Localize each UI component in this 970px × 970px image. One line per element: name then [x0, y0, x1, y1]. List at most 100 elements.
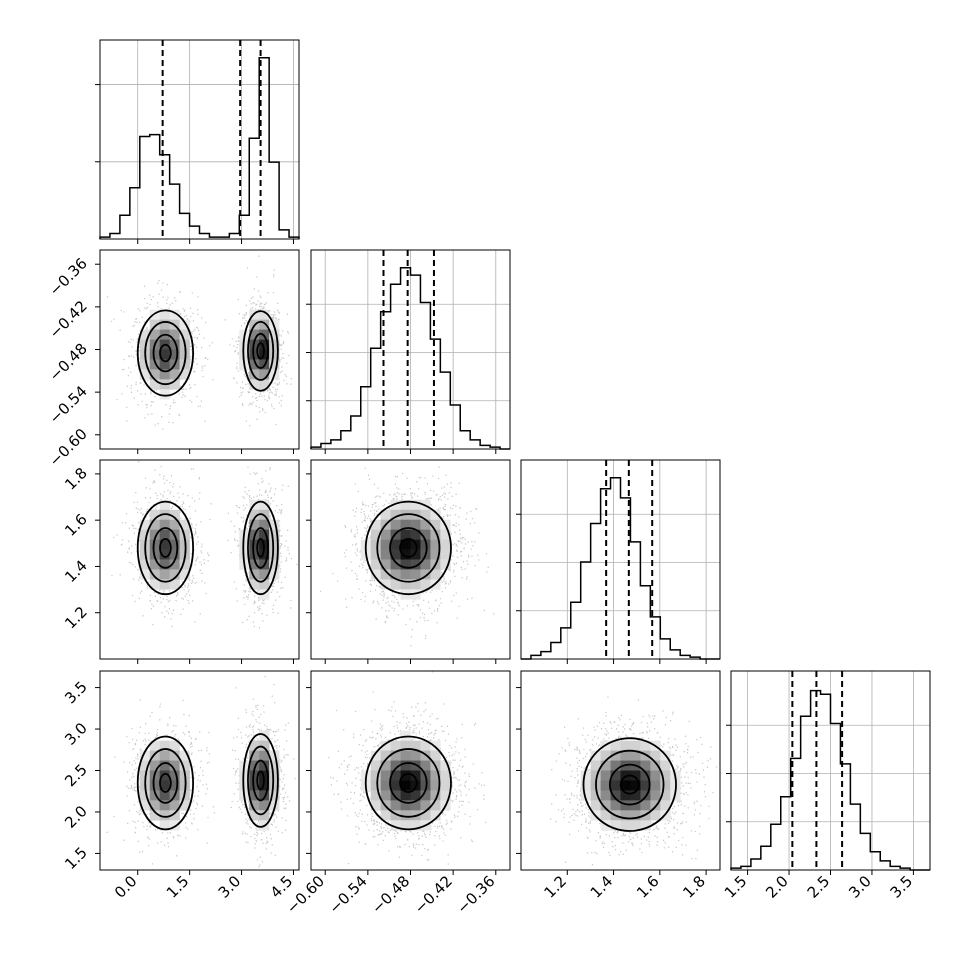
density-cell	[259, 529, 270, 540]
density-cell	[179, 369, 190, 380]
density-cell	[640, 740, 651, 751]
density-cell	[249, 770, 260, 781]
density-cell	[149, 810, 160, 821]
histogram-series	[310, 267, 510, 450]
y-tick-label: −0.36	[46, 254, 91, 299]
density-cell	[420, 760, 431, 771]
density-cell	[259, 810, 270, 821]
density-cell	[249, 810, 260, 821]
density-cell	[259, 579, 270, 590]
density-cell	[410, 499, 421, 511]
density-cell	[430, 770, 441, 781]
density-cell	[149, 509, 160, 520]
density-cell	[410, 760, 421, 771]
density-cell	[259, 780, 270, 791]
density-cell	[650, 750, 661, 761]
density-cell	[610, 790, 621, 801]
contour-line	[152, 527, 179, 569]
density-cell	[159, 539, 170, 550]
density-cell	[139, 359, 151, 370]
density-cell	[380, 549, 391, 560]
density-cell	[370, 750, 381, 761]
density-cell	[179, 519, 190, 530]
density-cell	[380, 529, 391, 540]
density-cell	[249, 519, 260, 530]
density-cell	[159, 359, 170, 370]
contour-line	[152, 762, 179, 804]
density-cell	[169, 349, 180, 360]
panel-frame	[99, 459, 300, 660]
density-cell	[420, 810, 431, 821]
contour-line	[252, 332, 269, 369]
panel-frame	[99, 39, 300, 240]
scatter-panel-0-1	[95, 249, 300, 454]
density-cell	[249, 369, 260, 380]
density-cell	[590, 750, 601, 761]
density-cell	[259, 740, 270, 751]
density-cell	[400, 790, 411, 801]
density-cell	[430, 810, 441, 821]
density-cell	[159, 579, 170, 590]
density-cell	[590, 770, 601, 781]
density-cell	[159, 569, 170, 580]
density-cell	[380, 790, 391, 801]
density-cell	[410, 750, 421, 761]
density-cell	[410, 519, 421, 530]
x-tick-label: 2.0	[762, 872, 792, 902]
density-cell	[159, 519, 170, 530]
density-cell	[239, 770, 250, 781]
density-cell	[249, 359, 260, 370]
density-cell	[159, 740, 170, 751]
contour-line	[242, 310, 279, 392]
contour-line	[152, 333, 179, 373]
density-cell	[159, 820, 170, 831]
density-cell	[159, 780, 170, 791]
scatter-panel-0-2	[95, 459, 300, 664]
density-cell	[400, 529, 411, 540]
histogram-panel-2	[516, 459, 721, 664]
density-cell	[430, 740, 441, 751]
density-cell	[400, 760, 411, 771]
density-cell	[169, 760, 180, 771]
x-tick-label: 1.4	[587, 872, 617, 902]
density-cell	[660, 770, 671, 781]
density-cell	[159, 549, 170, 560]
density-cell	[380, 810, 391, 821]
density-cell	[400, 499, 411, 511]
density-cell	[380, 559, 391, 570]
density-cell	[410, 800, 421, 811]
density-cell	[370, 800, 381, 811]
density-cell	[370, 760, 381, 771]
contour-line	[619, 774, 640, 795]
density-cell	[169, 810, 180, 821]
density-cell	[420, 529, 431, 540]
scatter-panel-2-3	[516, 670, 721, 875]
density-cell	[159, 529, 170, 540]
density-cell	[159, 559, 170, 570]
density-cell	[249, 509, 260, 520]
density-cell	[430, 509, 441, 520]
density-cell	[169, 780, 180, 791]
density-cell	[410, 579, 421, 590]
density-cell	[249, 760, 260, 771]
density-cell	[370, 780, 381, 791]
density-cell	[610, 750, 621, 761]
density-cell	[380, 780, 391, 791]
density-cell	[420, 780, 431, 791]
density-cell	[630, 820, 641, 831]
x-tick-label: 2.5	[804, 872, 834, 902]
density-cell	[269, 539, 280, 550]
density-cell	[159, 319, 170, 330]
density-cell	[400, 750, 411, 761]
contour-line	[389, 527, 428, 569]
density-cell	[169, 579, 180, 590]
density-cell	[370, 770, 381, 781]
density-cell	[620, 800, 631, 811]
density-cell	[169, 329, 180, 340]
x-tick-label: 3.0	[845, 872, 875, 902]
contour-line	[247, 320, 275, 381]
histogram-series	[730, 689, 930, 871]
histogram-series	[521, 477, 720, 660]
density-cell	[430, 539, 441, 550]
contour-line	[364, 500, 452, 596]
